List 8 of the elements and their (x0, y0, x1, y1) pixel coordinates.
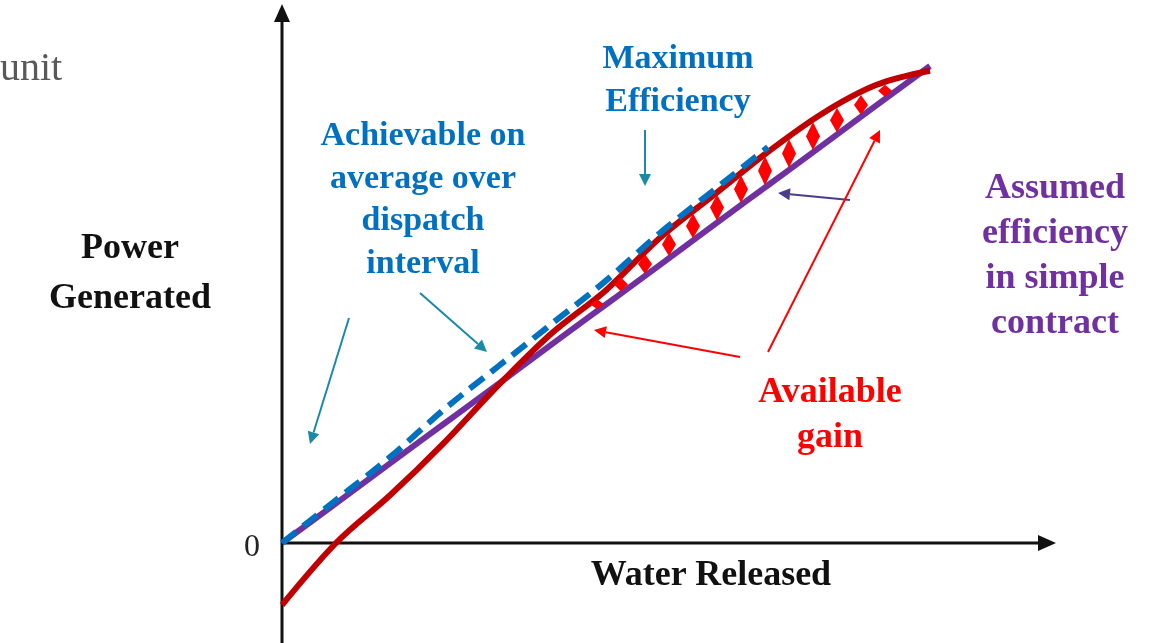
annotation: Maximum Efficiency (602, 38, 754, 118)
text: unit (0, 44, 63, 89)
x-axis-title: Water Released (590, 553, 832, 593)
y-axis-title: Power Generated (49, 226, 211, 316)
text: 0 (244, 527, 260, 563)
annotation: Assumed efficiency in simple contract (982, 166, 1128, 341)
annotation: Available gain (758, 370, 902, 455)
annotation: Achievable on average over dispatch interval (320, 115, 526, 280)
